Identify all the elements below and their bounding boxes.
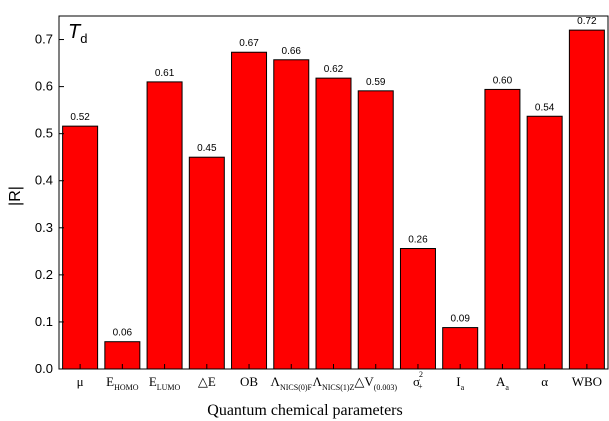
panel-label: Td	[68, 21, 87, 46]
x-axis: μ EHOMO ELUMO △E OB ΛNICS(0)F ΛNICS(1)Z △V(0.00…	[77, 364, 602, 392]
x-tick-label-sub: NICS(1)Z	[322, 383, 355, 392]
x-tick-label: Aa	[496, 374, 509, 392]
y-axis-title: |R|	[7, 186, 24, 206]
bar	[357, 90, 394, 370]
bar	[526, 115, 563, 370]
x-tick-label-main: OB	[240, 374, 258, 389]
bar-value-label: 0.61	[155, 68, 175, 79]
x-tick-label: WBO	[572, 374, 602, 389]
bar	[484, 88, 521, 370]
bar	[442, 327, 479, 370]
bar-value-label: 0.60	[493, 75, 513, 86]
bars	[62, 29, 605, 370]
bar	[568, 29, 605, 370]
x-tick-label-main: σ	[413, 374, 420, 389]
x-tick-label-main: △V	[354, 374, 374, 389]
x-tick-label-main: A	[496, 374, 506, 389]
bar-value-label: 0.72	[577, 16, 597, 27]
x-tick-label-sup: 2	[419, 370, 423, 379]
bar-value-label: 0.66	[282, 46, 302, 57]
bar-value-label: 0.06	[113, 328, 133, 339]
x-tick-label: OB	[240, 374, 258, 389]
bar-value-label: 0.45	[197, 143, 217, 154]
x-tick-label-main: E	[106, 374, 114, 389]
panel-label-sub: d	[80, 31, 87, 46]
y-axis: 0.0 0.1 0.2 0.3 0.4 0.5 0.6 0.7	[35, 32, 64, 376]
bar-value-label: 0.54	[535, 102, 555, 113]
x-tick-label: ΛNICS(1)Z	[313, 374, 355, 392]
x-axis-title: Quantum chemical parameters	[207, 402, 402, 419]
bar-value-label: 0.52	[70, 112, 90, 123]
bar	[231, 51, 268, 370]
x-tick-label: α	[541, 374, 548, 389]
x-tick-label-main: E	[149, 374, 157, 389]
bar-value-label: 0.59	[366, 77, 386, 88]
plot-frame	[58, 15, 609, 370]
y-tick-label: 0.4	[35, 173, 53, 188]
bar-value-label: 0.26	[408, 235, 428, 246]
x-tick-label-sub: HOMO	[114, 383, 139, 392]
x-tick-label-sub: LUMO	[157, 383, 181, 392]
y-tick-label: 0.5	[35, 126, 53, 141]
x-tick-label-sub: a	[505, 383, 509, 392]
panel-label-main: T	[68, 21, 82, 43]
x-tick-label-sub: NICS(0)F	[280, 383, 313, 392]
bar	[62, 125, 99, 370]
x-tick-label-sub: (0.003)	[374, 383, 398, 392]
bar-value-label: 0.09	[450, 314, 470, 325]
bar	[146, 81, 183, 370]
x-tick-label: EHOMO	[106, 374, 139, 392]
x-tick-label-main: Λ	[271, 374, 281, 389]
bar	[188, 156, 225, 370]
bar-value-label: 0.67	[239, 38, 259, 49]
x-tick-label-main: △E	[198, 374, 216, 389]
data-labels: 0.52 0.06 0.61 0.45 0.67 0.66 0.62 0.59 0.26 0.09…	[70, 16, 597, 339]
x-tick-label-main: I	[456, 374, 460, 389]
y-tick-label: 0.2	[35, 267, 53, 282]
x-tick-label: △V(0.003)	[354, 374, 397, 392]
y-tick-label: 0.1	[35, 314, 53, 329]
y-tick-label: 0.7	[35, 32, 53, 47]
x-tick-label-sub: a	[461, 383, 465, 392]
x-tick-label: μ	[77, 374, 84, 389]
x-tick-label: △E	[198, 374, 216, 389]
x-tick-label-main: μ	[77, 374, 84, 389]
bar-value-label: 0.62	[324, 64, 344, 75]
y-tick-label: 0.3	[35, 220, 53, 235]
x-tick-label-main: α	[541, 374, 548, 389]
x-tick-label-main: Λ	[313, 374, 323, 389]
x-tick-label: ELUMO	[149, 374, 181, 392]
bar	[315, 77, 352, 370]
bar	[399, 248, 436, 370]
bar	[273, 59, 310, 370]
x-tick-label: σ2 +	[413, 370, 423, 391]
y-tick-label: 0.6	[35, 79, 53, 94]
x-tick-label: Ia	[456, 374, 464, 392]
x-tick-label-sub: +	[418, 382, 423, 391]
x-tick-label: ΛNICS(0)F	[271, 374, 313, 392]
y-tick-label: 0.0	[35, 361, 53, 376]
x-tick-label-main: WBO	[572, 374, 602, 389]
